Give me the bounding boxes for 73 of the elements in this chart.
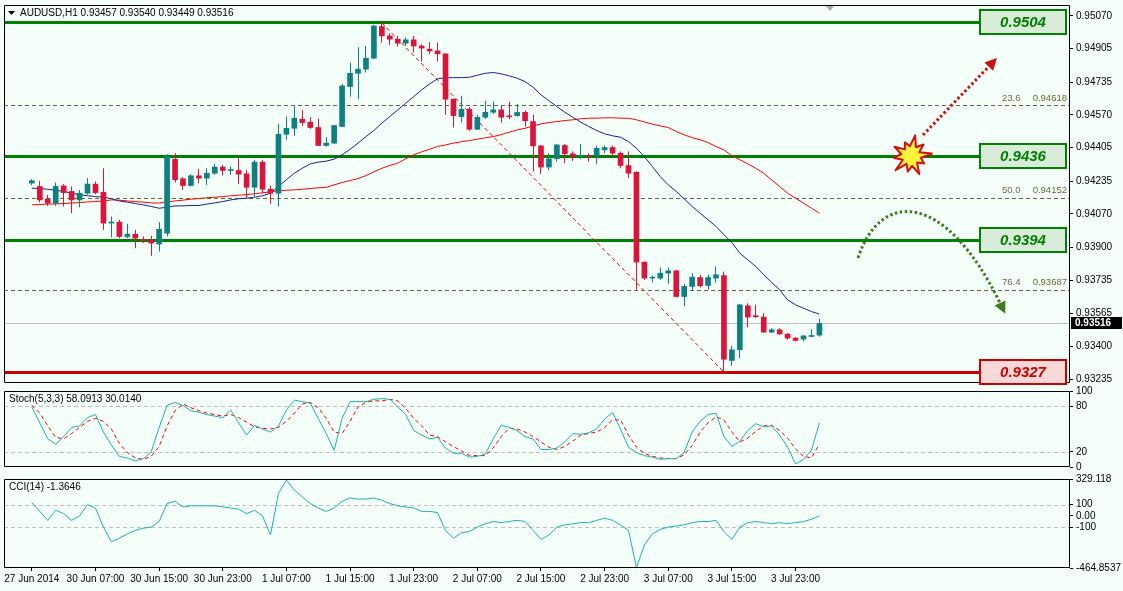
candlestick — [562, 143, 568, 164]
y-tick-label: 0.93400 — [1076, 340, 1113, 352]
x-tick-label: 2 Jul 07:00 — [452, 572, 503, 584]
candlestick — [331, 124, 337, 145]
candlestick — [243, 169, 250, 200]
candlestick — [315, 118, 322, 147]
x-tick-label: 30 Jun 07:00 — [66, 572, 125, 584]
y-tick-label: 0.93900 — [1076, 241, 1113, 253]
x-tick-label: 1 Jul 07:00 — [261, 572, 312, 584]
y-tick-label: -100 — [1076, 520, 1097, 532]
x-tick-label: 30 Jun 23:00 — [193, 572, 253, 584]
candlestick — [36, 180, 43, 204]
x-tick-label: 3 Jul 15:00 — [707, 572, 757, 584]
candlestick — [355, 46, 361, 100]
annotation: 50.0 — [1002, 184, 1021, 196]
candlestick — [156, 221, 162, 253]
x-tick-label: 1 Jul 15:00 — [325, 572, 375, 584]
candlestick — [291, 104, 298, 137]
chart-title: AUDUSD,H1 0.93457 0.93540 0.93449 0.93516 — [20, 6, 234, 18]
y-tick-label: 0.95070 — [1076, 9, 1113, 21]
y-tick-label: 0.93235 — [1076, 372, 1113, 384]
candlestick — [538, 144, 544, 175]
y-tick-label: 0.94570 — [1076, 108, 1113, 120]
x-tick-label: 3 Jul 23:00 — [771, 572, 821, 584]
candlestick — [132, 229, 139, 249]
y-tick-label: 0.93735 — [1076, 273, 1113, 285]
y-tick-label: 80 — [1076, 399, 1088, 411]
candlestick — [744, 302, 751, 328]
candlestick — [172, 152, 178, 184]
ref-line-label: 0.9504 — [1000, 13, 1047, 31]
y-tick-label: 0 — [1076, 460, 1082, 472]
candlestick — [379, 22, 385, 44]
ref-line-label: 0.93516 — [1075, 317, 1112, 329]
y-tick-label: 329.118 — [1076, 472, 1112, 484]
x-tick-label: 30 Jun 15:00 — [130, 572, 189, 584]
annotation: 23.6 — [1002, 92, 1021, 104]
chart-title: Stoch(5,3,3) 58.0913 30.0140 — [9, 392, 142, 404]
x-tick-label: 3 Jul 07:00 — [643, 572, 694, 584]
candlestick — [760, 312, 767, 334]
y-tick-label: 0.94735 — [1076, 75, 1113, 87]
candlestick — [729, 345, 735, 367]
y-tick-label: 0.00 — [1076, 509, 1096, 521]
y-tick-label: 0.93565 — [1076, 307, 1113, 319]
y-tick-label: 20 — [1076, 445, 1088, 457]
candlestick — [347, 62, 353, 98]
candlestick — [235, 157, 242, 185]
ref-line-label: 0.9327 — [1000, 363, 1047, 381]
candlestick — [625, 150, 632, 179]
y-tick-label: 0.94070 — [1076, 207, 1113, 219]
candlestick — [482, 100, 489, 120]
annotation: 76.4 — [1002, 276, 1021, 288]
chart-title: CCI(14) -1.3646 — [9, 480, 82, 492]
candlestick — [283, 116, 290, 141]
ref-line-label: 0.94618 — [1032, 92, 1067, 104]
candlestick — [267, 184, 274, 205]
y-tick-label: 0.94405 — [1076, 141, 1113, 153]
candlestick — [681, 283, 687, 307]
y-tick-label: -464.8537 — [1076, 561, 1122, 573]
ref-line-label: 0.9394 — [1000, 231, 1047, 249]
x-tick-label: 1 Jul 23:00 — [389, 572, 439, 584]
candlestick — [363, 45, 369, 73]
x-tick-label: 27 Jun 2014 — [4, 572, 60, 584]
candlestick — [52, 182, 59, 207]
y-tick-label: 100 — [1076, 498, 1094, 510]
ref-line-label: 0.93687 — [1032, 276, 1067, 288]
ref-line-label: 0.9436 — [1000, 147, 1047, 165]
ref-line-label: 0.94152 — [1032, 184, 1067, 196]
x-tick-label: 2 Jul 15:00 — [516, 572, 566, 584]
y-tick-label: 0.94905 — [1076, 42, 1113, 54]
y-tick-label: 0.94235 — [1076, 174, 1113, 186]
x-tick-label: 2 Jul 23:00 — [580, 572, 630, 584]
y-tick-label: 100 — [1076, 384, 1094, 396]
candlestick — [466, 106, 473, 132]
